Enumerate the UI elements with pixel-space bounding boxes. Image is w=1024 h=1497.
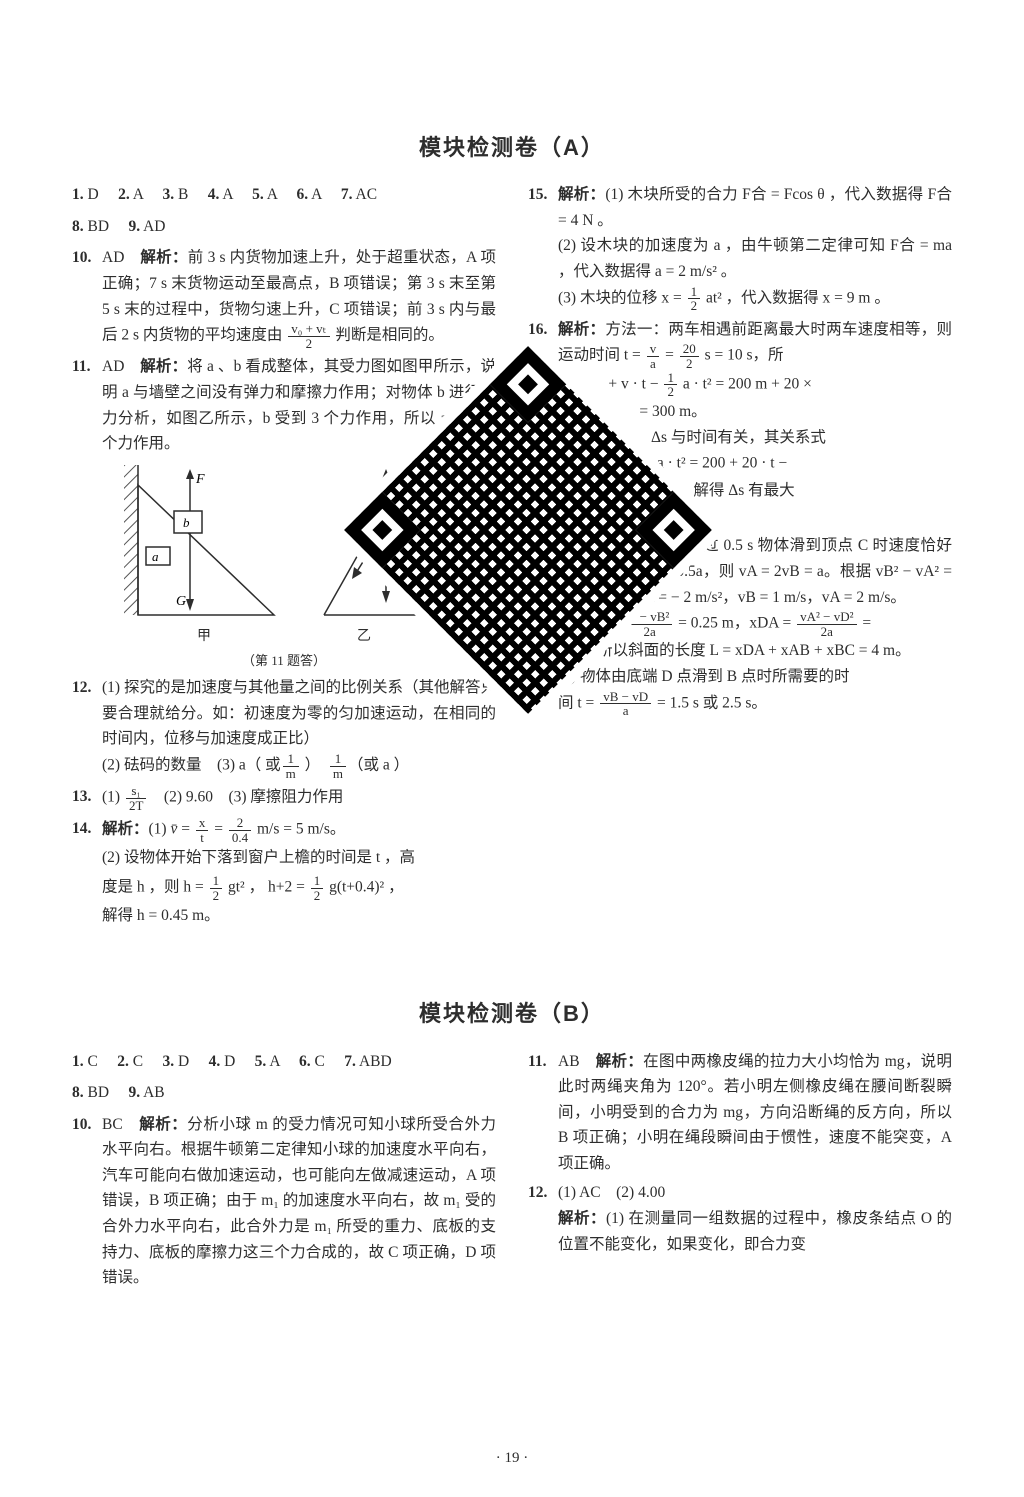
answers-a-row1: 1. D 2. A 3. B 4. A 5. A 6. A 7. AC — [72, 182, 496, 208]
q11b: 11. AB 解析：在图中两橡皮绳的拉力大小均恰为 mg，说明此时两绳夹角为 1… — [528, 1049, 952, 1177]
q12b: 12. (1) AC (2) 4.00 解析：(1) 在测量同一组数据的过程中，… — [528, 1180, 952, 1257]
q10b: 10. BC 解析：分析小球 m 的受力情况可知小球所受合外力水平向右。根据牛顿… — [72, 1112, 496, 1291]
q14-right: 度是 h ，则 h = 12 gt² ， h+2 = 12 g(t+0.4)² … — [72, 874, 496, 928]
q12: 12. (1) 探究的是加速度与其他量之间的比例关系（其他解答只要合理就给分。如… — [72, 675, 496, 780]
svg-text:b: b — [183, 515, 190, 530]
answers-b-row2: 8. BD 9. AB — [72, 1080, 496, 1106]
answers-a-row2: 8. BD 9. AD — [72, 214, 496, 240]
section-a-title: 模块检测卷（A） — [72, 130, 952, 166]
section-b-title: 模块检测卷（B） — [72, 996, 952, 1032]
q11-num: 11. — [72, 354, 102, 456]
svg-text:F: F — [195, 472, 205, 487]
page-number: · 19 · — [0, 1446, 1024, 1471]
label-jia: 甲 — [197, 625, 211, 648]
answers-b-row1: 1. C 2. C 3. D 4. D 5. A 6. C 7. ABD — [72, 1049, 496, 1075]
q15: 15. 解析：(1) 木块所受的合力 F合 = Fcos θ ，代入数据得 F合… — [528, 182, 952, 313]
q13: 13. (1) s₁2T (2) 9.60 (3) 摩擦阻力作用 — [72, 784, 496, 812]
q10-num: 10. — [72, 245, 102, 350]
q14-left: 14. 解析：(1) v̄ = xt = 20.4 m/s = 5 m/s。 (… — [72, 816, 496, 870]
svg-text:a: a — [152, 549, 159, 564]
svg-text:G: G — [176, 594, 186, 609]
section-b-body: 1. C 2. C 3. D 4. D 5. A 6. C 7. ABD 8. … — [72, 1049, 952, 1319]
label-yi: 乙 — [357, 625, 371, 648]
q10: 10. AD 解析：前 3 s 内货物加速上升，处于超重状态，A 项正确；7 s… — [72, 245, 496, 350]
section-b: 模块检测卷（B） 1. C 2. C 3. D 4. D 5. A 6. C 7… — [72, 996, 952, 1318]
q11-caption: （第 11 题答） — [72, 650, 496, 671]
